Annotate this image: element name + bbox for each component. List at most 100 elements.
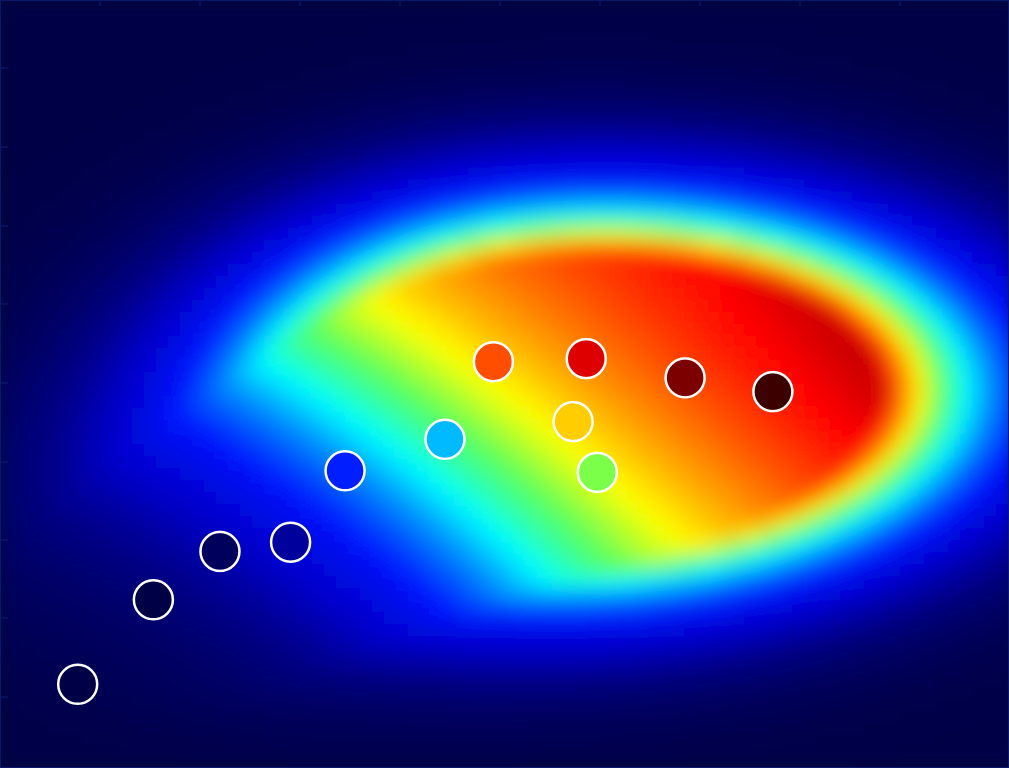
heat-cell: [696, 108, 709, 121]
heat-cell: [276, 96, 289, 109]
heat-cell: [756, 492, 769, 505]
heat-cell: [804, 156, 817, 169]
heat-cell: [144, 348, 157, 361]
heat-cell: [120, 660, 133, 673]
heat-cell: [12, 288, 25, 301]
heat-cell: [204, 408, 217, 421]
heat-cell: [552, 36, 565, 49]
heat-cell: [480, 48, 493, 61]
heat-cell: [288, 312, 301, 325]
heat-cell: [360, 528, 373, 541]
heat-cell: [660, 600, 673, 613]
heat-cell: [132, 228, 145, 241]
heat-cell: [828, 180, 841, 193]
heat-cell: [972, 456, 985, 469]
heat-cell: [888, 576, 901, 589]
heat-cell: [816, 348, 829, 361]
heat-cell: [588, 672, 601, 685]
heat-cell: [456, 372, 469, 385]
heat-cell: [876, 240, 889, 253]
heat-cell: [636, 132, 649, 145]
heat-cell: [684, 204, 697, 217]
heat-cell: [864, 36, 877, 49]
heat-cell: [816, 192, 829, 205]
heat-cell: [588, 144, 601, 157]
heat-cell: [504, 312, 517, 325]
heat-cell: [504, 576, 517, 589]
heat-cell: [480, 696, 493, 709]
heat-cell: [12, 12, 25, 25]
heat-cell: [840, 12, 853, 25]
heat-cell: [924, 60, 937, 73]
heat-cell: [360, 504, 373, 517]
heat-cell: [456, 624, 469, 637]
heat-cell: [852, 36, 865, 49]
heat-cell: [420, 600, 433, 613]
heat-cell: [444, 576, 457, 589]
heat-cell: [96, 324, 109, 337]
heat-cell: [720, 12, 733, 25]
heat-cell: [636, 456, 649, 469]
heat-cell: [888, 552, 901, 565]
heat-cell: [660, 312, 673, 325]
heat-cell: [888, 312, 901, 325]
heat-cell: [948, 180, 961, 193]
heat-cell: [288, 468, 301, 481]
heat-cell: [768, 300, 781, 313]
heat-cell: [0, 132, 13, 145]
heat-cell: [288, 384, 301, 397]
heat-cell: [864, 144, 877, 157]
heat-cell: [168, 564, 181, 577]
heat-cell: [0, 588, 13, 601]
heat-cell: [648, 588, 661, 601]
heat-cell: [888, 60, 901, 73]
heat-cell: [648, 132, 661, 145]
heat-cell: [384, 444, 397, 457]
heat-cell: [924, 300, 937, 313]
heat-cell: [576, 48, 589, 61]
heat-cell: [108, 96, 121, 109]
heat-cell: [204, 516, 217, 529]
heat-cell: [828, 252, 841, 265]
heat-cell: [528, 552, 541, 565]
heat-cell: [456, 108, 469, 121]
heat-cell: [972, 288, 985, 301]
heat-cell: [960, 240, 973, 253]
heat-cell: [96, 216, 109, 229]
heat-cell: [300, 432, 313, 445]
heat-cell: [156, 216, 169, 229]
heat-cell: [120, 576, 133, 589]
heat-cell: [468, 300, 481, 313]
heat-cell: [144, 288, 157, 301]
heat-cell: [612, 24, 625, 37]
heat-cell: [852, 672, 865, 685]
heat-cell: [36, 180, 49, 193]
heat-cell: [576, 564, 589, 577]
heat-cell: [204, 504, 217, 517]
heat-cell: [552, 444, 565, 457]
heat-cell: [684, 468, 697, 481]
heat-cell: [276, 156, 289, 169]
heat-cell: [504, 324, 517, 337]
heat-cell: [312, 168, 325, 181]
heat-cell: [252, 612, 265, 625]
heat-cell: [168, 204, 181, 217]
heat-cell: [336, 588, 349, 601]
heat-cell: [924, 468, 937, 481]
heat-cell: [24, 540, 37, 553]
heat-cell: [924, 48, 937, 61]
heat-cell: [792, 216, 805, 229]
heat-cell: [624, 372, 637, 385]
heat-cell: [408, 456, 421, 469]
heat-cell: [84, 72, 97, 85]
heat-cell: [276, 264, 289, 277]
heat-cell: [552, 216, 565, 229]
heat-cell: [708, 384, 721, 397]
heat-cell: [552, 24, 565, 37]
heat-cell: [564, 204, 577, 217]
heat-cell: [228, 336, 241, 349]
heat-cell: [192, 672, 205, 685]
heat-cell: [612, 516, 625, 529]
heat-cell: [576, 504, 589, 517]
heat-cell: [264, 672, 277, 685]
